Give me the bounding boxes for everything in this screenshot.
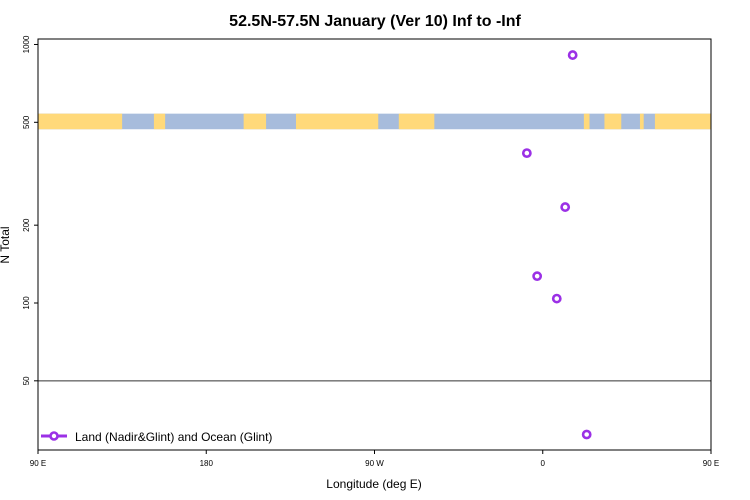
y-tick-label: 100 (22, 296, 31, 310)
chart-title: 52.5N-57.5N January (Ver 10) Inf to -Inf (229, 13, 521, 30)
y-axis-label: N Total (0, 226, 12, 263)
world-map-strip (38, 113, 711, 130)
map-land (604, 113, 622, 130)
legend: Land (Nadir&Glint) and Ocean (Glint) (41, 430, 272, 444)
x-tick-label: 180 (200, 459, 214, 468)
x-tick-label: 90 E (703, 459, 719, 468)
plot-frame (37, 38, 712, 451)
data-point (560, 202, 571, 212)
map-land (295, 113, 379, 130)
x-tick-label: 90 E (30, 459, 46, 468)
y-axis: 50 100 200 500 1000 (22, 35, 38, 385)
x-axis: 90 E 180 90 W 0 90 E (30, 450, 719, 468)
data-point (532, 271, 543, 282)
map-land (583, 113, 590, 130)
x-tick-label: 0 (541, 459, 546, 468)
data-point (567, 50, 578, 60)
data-point (581, 429, 592, 440)
y-tick-label: 1000 (22, 35, 31, 53)
y-tick-label: 500 (22, 115, 31, 129)
map-land (398, 113, 435, 130)
map-land (38, 113, 123, 130)
map-land (243, 113, 267, 130)
map-land (654, 113, 711, 130)
y-tick-label: 50 (22, 376, 31, 385)
legend-label: Land (Nadir&Glint) and Ocean (Glint) (75, 430, 272, 444)
x-axis-label: Longitude (deg E) (326, 477, 421, 491)
map-land (639, 113, 644, 130)
map-land (153, 113, 166, 130)
data-points (521, 50, 592, 440)
data-point (521, 148, 532, 159)
data-point (551, 293, 562, 304)
legend-marker (49, 431, 59, 441)
y-tick-label: 200 (22, 218, 31, 232)
x-tick-label: 90 W (365, 459, 384, 468)
